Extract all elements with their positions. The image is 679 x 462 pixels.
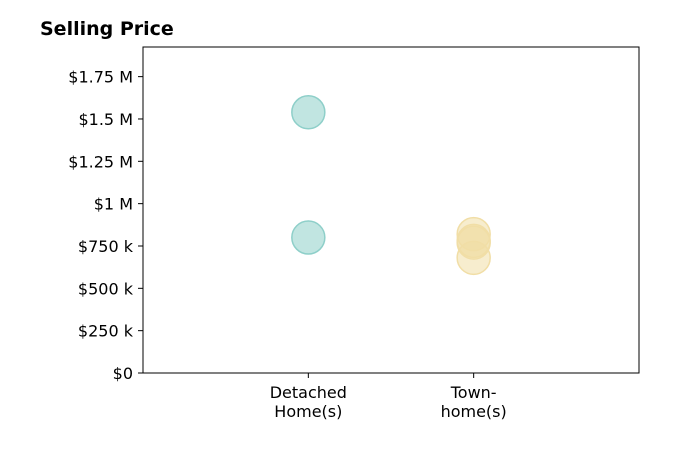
y-tick-label: $0 (113, 364, 133, 383)
x-tick-label: Detached (270, 383, 347, 402)
y-tick-label: $1.75 M (68, 68, 133, 87)
data-point (291, 220, 326, 255)
y-tick-label: $250 k (78, 322, 134, 341)
data-point (291, 94, 326, 130)
plot-frame (142, 46, 640, 374)
chart-title: Selling Price (40, 18, 174, 40)
y-tick-label: $1.5 M (78, 110, 133, 129)
plot-area: $0 $250 k $500 k $750 k $1 M $1.25 M $1.5 M $1.… (68, 46, 640, 421)
data-point (456, 240, 491, 276)
y-tick-label: $1.25 M (68, 152, 133, 171)
y-tick-label: $1 M (94, 195, 133, 214)
x-tick-label: home(s) (441, 402, 507, 421)
y-tick-label: $500 k (78, 279, 134, 298)
x-tick-label: Home(s) (274, 402, 342, 421)
x-tick-label: Town- (450, 383, 497, 402)
y-tick-label: $750 k (78, 237, 134, 256)
